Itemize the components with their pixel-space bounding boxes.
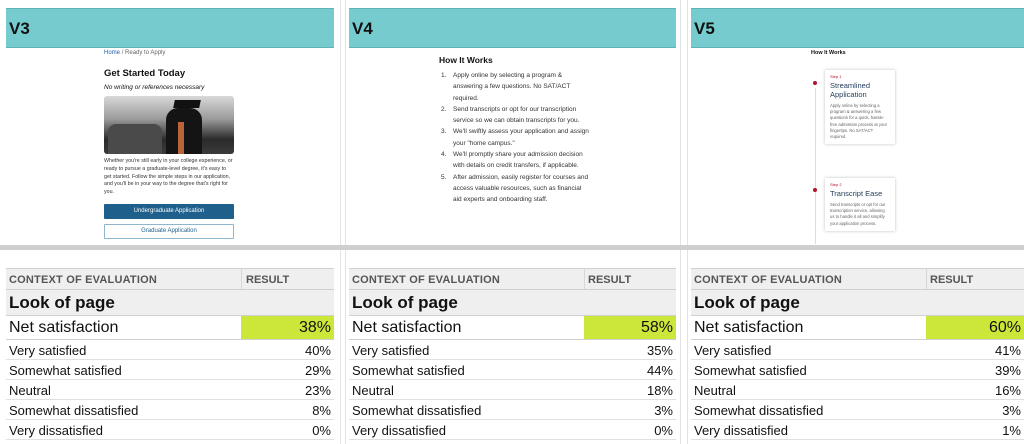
page-title: Get Started Today [104, 68, 186, 79]
intro-text: Whether you're still early in your colle… [104, 158, 233, 196]
page-preview-v3: Home / Ready to Apply Get Started Today … [6, 48, 334, 244]
breadcrumb-home-link[interactable]: Home [104, 50, 121, 56]
list-item: 4. We'll promptly share your admission de… [441, 151, 583, 170]
table-row: Somewhat satisfied 29% [6, 360, 334, 380]
page-preview-v5: How It Works Step 1 Streamlined Applicat… [691, 48, 1024, 244]
frozen-row-divider[interactable] [0, 245, 1024, 250]
breadcrumb-current: Ready to Apply [125, 50, 166, 56]
table-row: Somewhat dissatisfied 8% [6, 400, 334, 420]
table-row: Neutral 18% [349, 380, 676, 400]
results-table-v4: CONTEXT OF EVALUATION RESULT Look of pag… [349, 268, 676, 440]
step-label: Step 1 [830, 74, 842, 79]
net-satisfaction-row: Net satisfaction 38% [6, 316, 334, 340]
table-row: Somewhat dissatisfied 3% [691, 400, 1024, 420]
column-v4: V4 How It Works 1. Apply online by select… [349, 0, 676, 444]
results-table-v3: CONTEXT OF EVALUATION RESULT Look of pag… [6, 268, 334, 440]
context-header: CONTEXT OF EVALUATION [352, 274, 501, 286]
breadcrumb-separator: / [121, 50, 124, 56]
step-body: Send transcripts or opt for our transcri… [830, 202, 886, 226]
table-row: Very dissatisfied 1% [691, 420, 1024, 440]
how-it-works-title: How It Works [439, 55, 493, 65]
step-card: Step 2 Transcript Ease Send transcripts … [825, 178, 895, 231]
net-satisfaction-value[interactable]: 38% [241, 316, 334, 339]
graduate-photo [104, 96, 234, 154]
breadcrumb: Home / Ready to Apply [104, 50, 165, 56]
table-row: Somewhat satisfied 39% [691, 360, 1024, 380]
results-table-v5: CONTEXT OF EVALUATION RESULT Look of pag… [691, 268, 1024, 440]
context-header: CONTEXT OF EVALUATION [9, 274, 158, 286]
step-label: Step 2 [830, 182, 842, 187]
timeline-dot [813, 188, 817, 192]
list-item: 5. After admission, easily register for c… [441, 173, 589, 204]
net-satisfaction-value[interactable]: 60% [926, 316, 1024, 339]
section-title: Look of page [691, 290, 1024, 316]
section-title: Look of page [349, 290, 676, 316]
table-row: Very dissatisfied 0% [6, 420, 334, 440]
result-header: RESULT [246, 274, 290, 286]
timeline-line [814, 88, 816, 244]
graduate-application-button[interactable]: Graduate Application [104, 224, 234, 239]
version-header[interactable]: V5 [691, 8, 1024, 48]
result-header: RESULT [588, 274, 632, 286]
net-satisfaction-label: Net satisfaction [694, 319, 804, 336]
column-v3: V3 Home / Ready to Apply Get Started Tod… [6, 0, 334, 444]
table-header-row: CONTEXT OF EVALUATION RESULT [691, 268, 1024, 290]
page-preview-v4: How It Works 1. Apply online by selecting… [349, 48, 676, 244]
table-row: Very satisfied 41% [691, 340, 1024, 360]
steps-list: 1. Apply online by selecting a program & … [441, 70, 591, 206]
list-item: 2. Send transcripts or opt for our transc… [441, 105, 580, 125]
net-satisfaction-label: Net satisfaction [352, 319, 462, 336]
step-title: Streamlined Application [830, 81, 871, 99]
timeline-dot [813, 81, 817, 85]
table-header-row: CONTEXT OF EVALUATION RESULT [6, 268, 334, 290]
table-row: Neutral 23% [6, 380, 334, 400]
column-v5: V5 How It Works Step 1 Streamlined Appli… [691, 0, 1024, 444]
section-title: Look of page [6, 290, 334, 316]
result-header: RESULT [930, 274, 974, 286]
list-item: 3. We'll swiftly assess your application … [441, 128, 589, 147]
table-row: Somewhat dissatisfied 3% [349, 400, 676, 420]
step-body: Apply online by selecting a program & an… [830, 103, 888, 140]
context-header: CONTEXT OF EVALUATION [694, 274, 843, 286]
step-title: Transcript Ease [830, 189, 883, 198]
net-satisfaction-row: Net satisfaction 58% [349, 316, 676, 340]
net-satisfaction-row: Net satisfaction 60% [691, 316, 1024, 340]
table-row: Somewhat satisfied 44% [349, 360, 676, 380]
table-row: Very satisfied 40% [6, 340, 334, 360]
table-row: Very dissatisfied 0% [349, 420, 676, 440]
table-header-row: CONTEXT OF EVALUATION RESULT [349, 268, 676, 290]
net-satisfaction-label: Net satisfaction [9, 319, 119, 336]
undergraduate-application-button[interactable]: Undergraduate Application [104, 204, 234, 219]
net-satisfaction-value[interactable]: 58% [584, 316, 676, 339]
table-row: Very satisfied 35% [349, 340, 676, 360]
table-row: Neutral 16% [691, 380, 1024, 400]
list-item: 1. Apply online by selecting a program & … [441, 72, 571, 102]
version-header[interactable]: V4 [349, 8, 676, 48]
version-header[interactable]: V3 [6, 8, 334, 48]
step-card: Step 1 Streamlined Application Apply onl… [825, 70, 895, 145]
how-it-works-title: How It Works [811, 50, 846, 56]
page-subtitle: No writing or references necessary [104, 84, 205, 91]
